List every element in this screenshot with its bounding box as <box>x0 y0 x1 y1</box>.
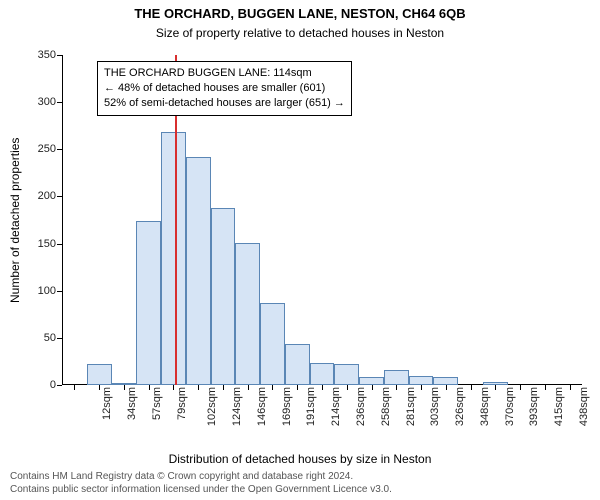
y-tick-label: 150 <box>38 238 62 250</box>
histogram-bar <box>211 208 236 385</box>
x-tick-mark <box>173 385 174 390</box>
x-tick-label: 214sqm <box>330 387 342 426</box>
annotation-line-3: 52% of semi-detached houses are larger (… <box>104 96 345 111</box>
annotation-line-2: ← 48% of detached houses are smaller (60… <box>104 81 345 96</box>
chart-container: THE ORCHARD, BUGGEN LANE, NESTON, CH64 6… <box>0 0 600 500</box>
footer-line-1: Contains HM Land Registry data © Crown c… <box>10 470 392 483</box>
x-tick-label: 169sqm <box>281 387 293 426</box>
x-tick-mark <box>446 385 447 390</box>
x-tick-label: 415sqm <box>553 387 565 426</box>
chart-subtitle: Size of property relative to detached ho… <box>0 26 600 40</box>
x-tick-mark <box>545 385 546 390</box>
x-tick-mark <box>149 385 150 390</box>
y-tick-label: 250 <box>38 143 62 155</box>
x-tick-mark <box>372 385 373 390</box>
x-tick-label: 191sqm <box>306 387 318 426</box>
histogram-bar <box>384 370 409 385</box>
x-tick-label: 236sqm <box>355 387 367 426</box>
x-tick-label: 303sqm <box>429 387 441 426</box>
x-tick-mark <box>272 385 273 390</box>
x-tick-mark <box>421 385 422 390</box>
y-tick-label: 0 <box>50 379 62 391</box>
histogram-bar <box>186 157 211 385</box>
chart-title: THE ORCHARD, BUGGEN LANE, NESTON, CH64 6… <box>0 6 600 21</box>
y-axis-label: Number of detached properties <box>8 137 22 302</box>
x-tick-label: 79sqm <box>176 387 188 420</box>
footer-line-2: Contains public sector information licen… <box>10 483 392 496</box>
histogram-bar <box>334 364 359 385</box>
y-tick-label: 200 <box>38 190 62 202</box>
y-tick-label: 350 <box>38 49 62 61</box>
x-tick-mark <box>322 385 323 390</box>
x-tick-mark <box>570 385 571 390</box>
histogram-bar <box>285 344 310 385</box>
x-tick-label: 57sqm <box>151 387 163 420</box>
plot-area: 05010015020025030035012sqm34sqm57sqm79sq… <box>62 55 582 385</box>
x-tick-mark <box>198 385 199 390</box>
x-tick-label: 370sqm <box>504 387 516 426</box>
x-tick-mark <box>74 385 75 390</box>
x-tick-mark <box>347 385 348 390</box>
histogram-bar <box>161 132 186 385</box>
x-axis-label: Distribution of detached houses by size … <box>0 452 600 466</box>
y-axis-line <box>62 55 63 385</box>
x-tick-mark <box>471 385 472 390</box>
histogram-bar <box>310 363 335 385</box>
histogram-bar <box>260 303 285 385</box>
y-tick-label: 100 <box>38 285 62 297</box>
histogram-bar <box>235 243 260 385</box>
y-tick-label: 300 <box>38 96 62 108</box>
histogram-bar <box>136 221 161 385</box>
x-tick-label: 326sqm <box>454 387 466 426</box>
x-tick-label: 12sqm <box>101 387 113 420</box>
x-tick-mark <box>495 385 496 390</box>
x-tick-mark <box>248 385 249 390</box>
histogram-bar <box>359 377 384 385</box>
footer-attribution: Contains HM Land Registry data © Crown c… <box>10 470 392 496</box>
x-tick-label: 146sqm <box>256 387 268 426</box>
x-tick-label: 393sqm <box>528 387 540 426</box>
x-tick-mark <box>124 385 125 390</box>
histogram-bar <box>433 377 458 385</box>
x-tick-mark <box>223 385 224 390</box>
x-tick-label: 348sqm <box>479 387 491 426</box>
x-tick-mark <box>520 385 521 390</box>
annotation-line-1: THE ORCHARD BUGGEN LANE: 114sqm <box>104 66 345 81</box>
x-tick-mark <box>297 385 298 390</box>
x-tick-label: 258sqm <box>380 387 392 426</box>
annotation-box: THE ORCHARD BUGGEN LANE: 114sqm← 48% of … <box>97 61 352 116</box>
x-tick-mark <box>99 385 100 390</box>
x-tick-label: 281sqm <box>405 387 417 426</box>
x-tick-mark <box>396 385 397 390</box>
x-tick-label: 438sqm <box>578 387 590 426</box>
y-tick-label: 50 <box>44 332 62 344</box>
x-tick-label: 34sqm <box>126 387 138 420</box>
x-tick-label: 124sqm <box>231 387 243 426</box>
histogram-bar <box>409 376 434 385</box>
x-tick-label: 102sqm <box>207 387 219 426</box>
histogram-bar <box>87 364 112 385</box>
